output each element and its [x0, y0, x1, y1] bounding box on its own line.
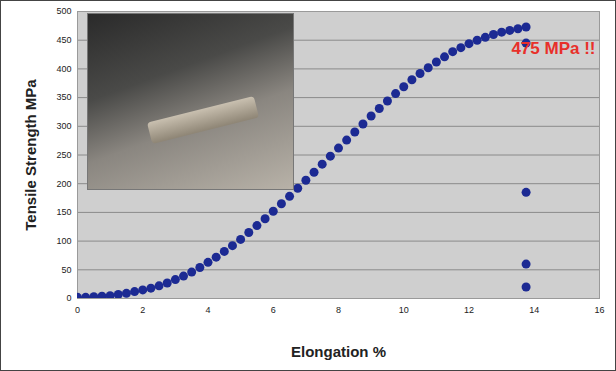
svg-text:10: 10 [399, 305, 409, 315]
svg-text:350: 350 [56, 92, 71, 102]
svg-text:300: 300 [56, 121, 71, 131]
svg-text:0: 0 [75, 305, 80, 315]
svg-text:Tensile Strength MPa: Tensile Strength MPa [22, 79, 39, 231]
svg-text:Elongation %: Elongation % [291, 343, 386, 360]
svg-text:2: 2 [140, 305, 145, 315]
svg-text:450: 450 [56, 35, 71, 45]
svg-text:100: 100 [56, 236, 71, 246]
svg-text:12: 12 [464, 305, 474, 315]
svg-text:0: 0 [66, 293, 71, 303]
svg-text:150: 150 [56, 207, 71, 217]
svg-text:200: 200 [56, 179, 71, 189]
svg-text:400: 400 [56, 64, 71, 74]
svg-text:16: 16 [594, 305, 604, 315]
svg-text:6: 6 [271, 305, 276, 315]
svg-text:4: 4 [205, 305, 210, 315]
svg-text:250: 250 [56, 150, 71, 160]
svg-text:14: 14 [529, 305, 539, 315]
svg-text:8: 8 [336, 305, 341, 315]
svg-text:50: 50 [61, 265, 71, 275]
svg-text:500: 500 [56, 6, 71, 16]
svg-text:475 MPa !!: 475 MPa !! [511, 39, 595, 58]
